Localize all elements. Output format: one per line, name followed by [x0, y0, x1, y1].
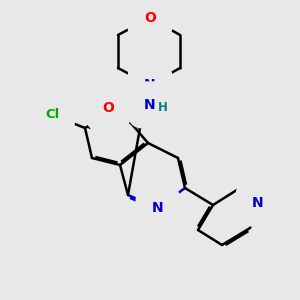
Text: H: H	[158, 101, 167, 114]
Text: Cl: Cl	[45, 109, 59, 122]
Text: O: O	[144, 11, 156, 25]
Text: N: N	[144, 78, 156, 92]
Text: N: N	[252, 196, 264, 210]
Text: N: N	[144, 98, 156, 112]
Text: N: N	[152, 201, 164, 215]
Text: O: O	[102, 101, 114, 115]
